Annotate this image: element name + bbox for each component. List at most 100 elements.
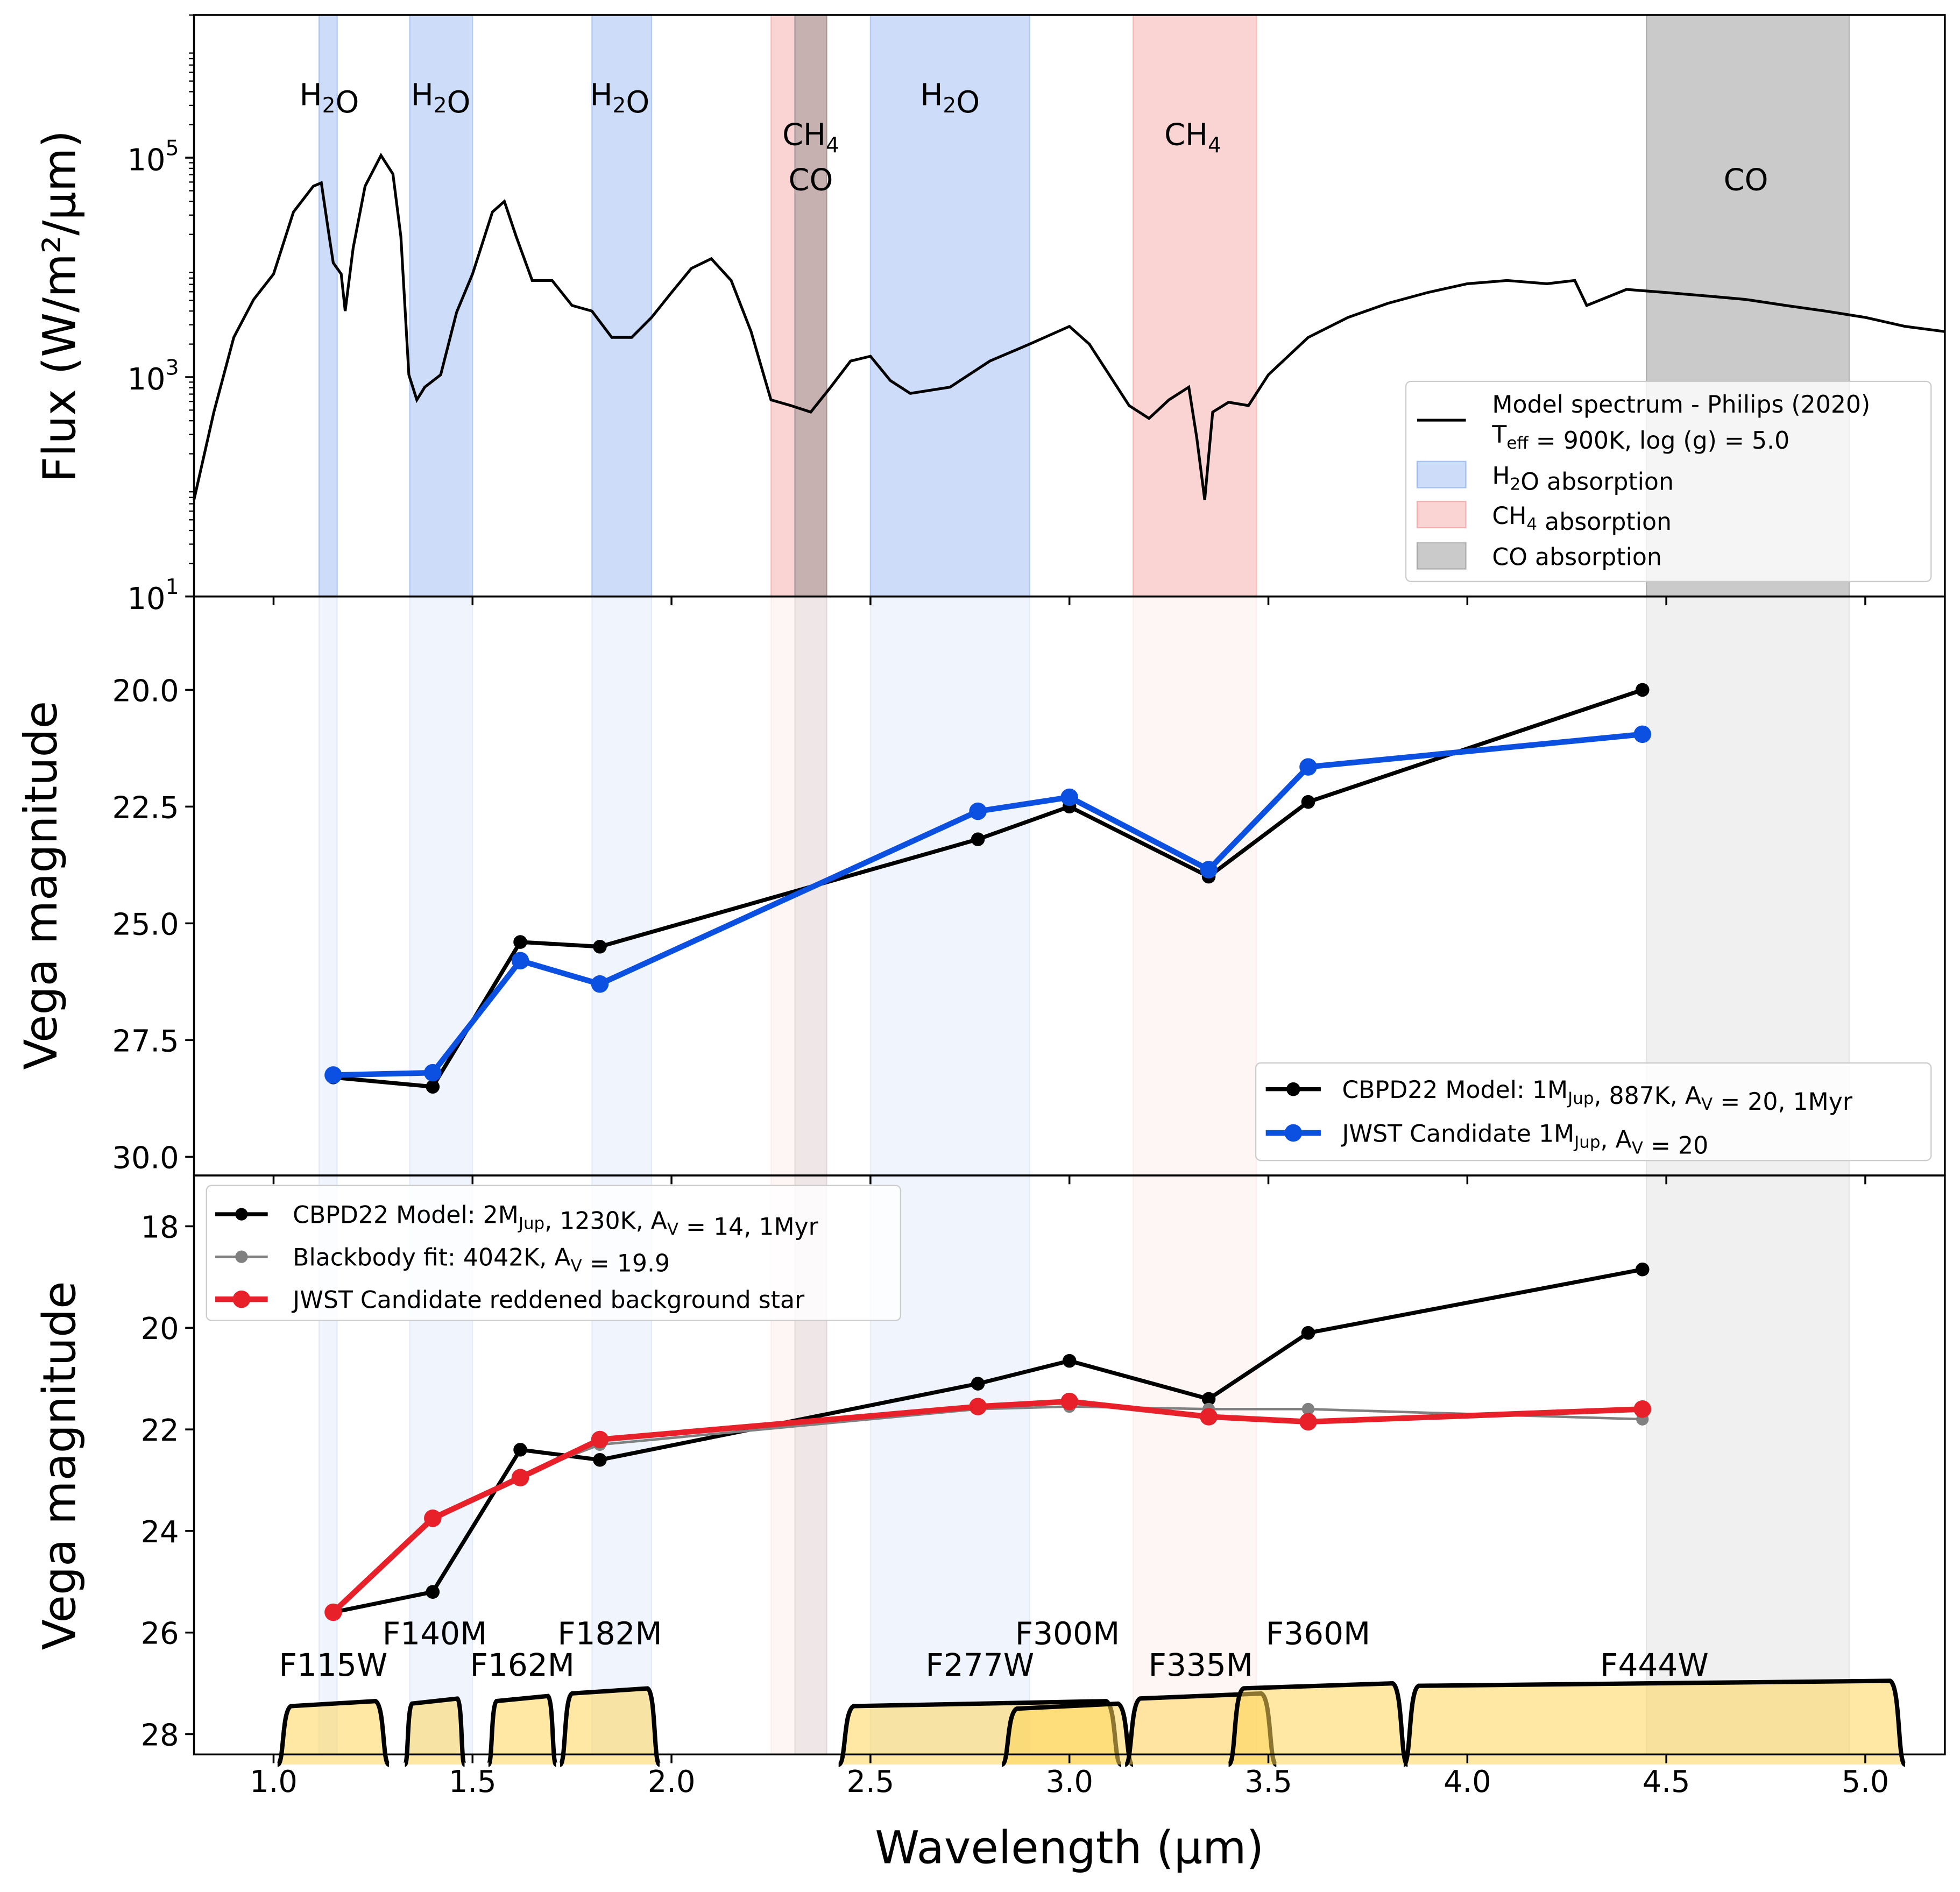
panel2-series2-point	[511, 1469, 529, 1487]
text-run: = 14, 1Myr	[678, 1213, 819, 1241]
y-tick-label: 28	[141, 1718, 179, 1753]
legend-label-bottom-1: Blackbody fit: 4042K, AV = 19.9	[293, 1244, 670, 1277]
legend-marker	[232, 1290, 251, 1308]
subscript: V	[571, 1256, 582, 1275]
legend-label-middle-0: CBPD22 Model: 1MJup, 887K, AV = 20, 1Myr	[1342, 1076, 1852, 1116]
x-tick-label: 3.0	[1045, 1765, 1093, 1799]
filter-curve-f115w	[276, 1699, 391, 1767]
x-tick-label: 2.5	[847, 1765, 895, 1799]
band-label: H2O	[590, 77, 650, 120]
panel1-series1-point	[511, 952, 529, 970]
y-tick-label: 25.0	[112, 907, 179, 942]
panel1-series0-point	[971, 832, 985, 846]
tick-exponent: 1	[166, 575, 179, 599]
band-ch4	[1132, 596, 1257, 1177]
text-run: CH	[1492, 502, 1526, 530]
filter-label-f335m: F335M	[1149, 1647, 1253, 1683]
text-run: JWST Candidate 1M	[1340, 1120, 1574, 1147]
legend-box-middle	[1255, 1062, 1932, 1161]
band-label: CH4	[782, 118, 839, 158]
x-tick-label: 3.5	[1244, 1765, 1292, 1799]
subscript: 2	[943, 94, 956, 118]
subscript: V	[1632, 1138, 1643, 1158]
band-h2o	[869, 596, 1030, 1177]
band-co	[1645, 1174, 1850, 1755]
text-run: = 20, 1Myr	[1713, 1088, 1853, 1116]
filter-label-f444w: F444W	[1600, 1647, 1709, 1683]
panel-frame-2	[193, 1174, 1946, 1756]
panel1-series1-point	[591, 975, 609, 993]
panel1-series1-point	[969, 802, 987, 820]
panel2-series2-point	[591, 1430, 609, 1449]
panel2-series2-point	[969, 1398, 987, 1415]
text-run: O absorption	[1520, 469, 1674, 496]
band-h2o	[869, 14, 1030, 597]
x-tick-label: 2.0	[648, 1765, 696, 1799]
panel2-series0-point	[1635, 1262, 1650, 1277]
absorption-bands	[318, 14, 1850, 1755]
text-run: O	[335, 85, 359, 120]
panel1-series1-point	[424, 1064, 442, 1082]
text-run: absorption	[1537, 508, 1672, 536]
text-run: = 900K, log (g) = 5.0	[1529, 427, 1790, 455]
subscript: 2	[322, 94, 336, 118]
subscript: 2	[1510, 475, 1521, 494]
band-co	[794, 14, 827, 597]
band-ch4	[1132, 1174, 1257, 1755]
panel1-series0-point	[1635, 683, 1650, 697]
subscript: Jup	[1573, 1132, 1600, 1152]
legend-box-bottom	[206, 1185, 902, 1321]
panel2-series2-point	[1200, 1408, 1218, 1426]
legend-marker	[235, 1250, 248, 1263]
text-run: JWST Candidate reddened background star	[291, 1286, 805, 1314]
text-run: T	[1491, 421, 1507, 449]
filter-label-f140m: F140M	[383, 1615, 487, 1652]
text-run: , 887K, A	[1594, 1082, 1701, 1110]
y-tick-label: 26	[141, 1617, 179, 1652]
filter-curves	[276, 1678, 1907, 1767]
panel1-series0-point	[513, 935, 527, 949]
filter-label-f300m: F300M	[1015, 1615, 1120, 1652]
text-run: = 19.9	[582, 1250, 670, 1277]
panel1-series0-point	[426, 1080, 440, 1094]
filter-curve-f140m	[402, 1696, 467, 1767]
panel2-series0-point	[1201, 1392, 1216, 1406]
y-tick-label: 24	[141, 1515, 179, 1550]
text-run: H	[300, 77, 322, 112]
bottom-y-axis-label: Vega magnitude	[33, 1281, 86, 1650]
panel1-series0-point	[1301, 795, 1315, 809]
y-tick-label: 22	[141, 1413, 179, 1448]
panel1-series1-point	[324, 1066, 342, 1084]
y-tick-label: 30.0	[112, 1140, 179, 1175]
filter-label-f162m: F162M	[470, 1647, 574, 1683]
legend-label-bottom-0: CBPD22 Model: 2MJup, 1230K, AV = 14, 1My…	[293, 1201, 818, 1241]
panel1-series1-point	[1633, 725, 1652, 743]
text-run: H	[1492, 463, 1510, 490]
band-label: CO	[1724, 162, 1768, 197]
y-tick-label: 27.5	[112, 1024, 179, 1059]
band-h2o	[591, 596, 653, 1177]
tick-exponent: 3	[166, 355, 179, 380]
panel2-series2-point	[1060, 1392, 1078, 1411]
filter-label-f115w: F115W	[279, 1647, 388, 1683]
y-tick-label: 101	[128, 575, 179, 617]
legend-marker	[1284, 1124, 1303, 1142]
text-run: CBPD22 Model: 1M	[1342, 1076, 1568, 1104]
subscript: 4	[1208, 134, 1221, 158]
y-tick-label: 22.5	[112, 790, 179, 825]
subscript: Jup	[518, 1214, 544, 1233]
x-tick-label: 4.5	[1643, 1765, 1690, 1799]
band-h2o	[591, 14, 653, 597]
filter-curve-f300m	[1000, 1701, 1135, 1767]
x-tick-label: 4.0	[1444, 1765, 1491, 1799]
text-run: CH	[782, 118, 826, 153]
data-series	[193, 152, 1945, 1621]
filter-label-f277w: F277W	[925, 1647, 1034, 1683]
top-y-axis-label: Flux (W/m²/µm)	[33, 130, 86, 483]
panel2-series2-point	[1299, 1413, 1317, 1431]
legend-label-bottom-2: JWST Candidate reddened background star	[291, 1286, 805, 1314]
subscript: 4	[826, 134, 839, 158]
filter-curve-f444w	[1402, 1678, 1907, 1767]
